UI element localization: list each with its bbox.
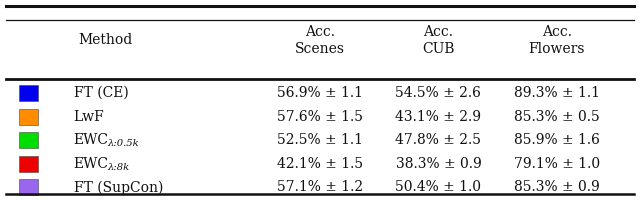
Text: 43.1% ± 2.9: 43.1% ± 2.9 bbox=[396, 110, 481, 124]
Text: 56.9% ± 1.1: 56.9% ± 1.1 bbox=[277, 86, 363, 100]
Bar bbox=[19, 132, 38, 148]
Text: Acc.
Flowers: Acc. Flowers bbox=[529, 25, 585, 56]
Text: 79.1% ± 1.0: 79.1% ± 1.0 bbox=[514, 157, 600, 171]
Bar bbox=[19, 179, 38, 195]
Text: 47.8% ± 2.5: 47.8% ± 2.5 bbox=[396, 133, 481, 147]
Text: 54.5% ± 2.6: 54.5% ± 2.6 bbox=[396, 86, 481, 100]
Text: EWC: EWC bbox=[74, 133, 109, 147]
Text: 57.1% ± 1.2: 57.1% ± 1.2 bbox=[277, 180, 363, 194]
Text: 85.9% ± 1.6: 85.9% ± 1.6 bbox=[514, 133, 600, 147]
Bar bbox=[19, 156, 38, 172]
Text: 38.3% ± 0.9: 38.3% ± 0.9 bbox=[396, 157, 481, 171]
Text: 85.3% ± 0.9: 85.3% ± 0.9 bbox=[514, 180, 600, 194]
Text: 89.3% ± 1.1: 89.3% ± 1.1 bbox=[514, 86, 600, 100]
Text: 52.5% ± 1.1: 52.5% ± 1.1 bbox=[277, 133, 363, 147]
Text: 85.3% ± 0.5: 85.3% ± 0.5 bbox=[514, 110, 600, 124]
Text: Acc.
Scenes: Acc. Scenes bbox=[295, 25, 345, 56]
Text: EWC: EWC bbox=[74, 157, 109, 171]
Bar bbox=[19, 85, 38, 101]
Text: 57.6% ± 1.5: 57.6% ± 1.5 bbox=[277, 110, 363, 124]
Text: Method: Method bbox=[79, 33, 132, 47]
Text: LwF: LwF bbox=[74, 110, 104, 124]
Text: 50.4% ± 1.0: 50.4% ± 1.0 bbox=[396, 180, 481, 194]
Bar bbox=[19, 109, 38, 125]
Text: FT (CE): FT (CE) bbox=[74, 86, 129, 100]
Text: 42.1% ± 1.5: 42.1% ± 1.5 bbox=[277, 157, 363, 171]
Text: Acc.
CUB: Acc. CUB bbox=[422, 25, 454, 56]
Text: λ:0.5k: λ:0.5k bbox=[107, 139, 138, 148]
Text: λ:8k: λ:8k bbox=[107, 163, 129, 172]
Text: FT (SupCon): FT (SupCon) bbox=[74, 180, 163, 195]
